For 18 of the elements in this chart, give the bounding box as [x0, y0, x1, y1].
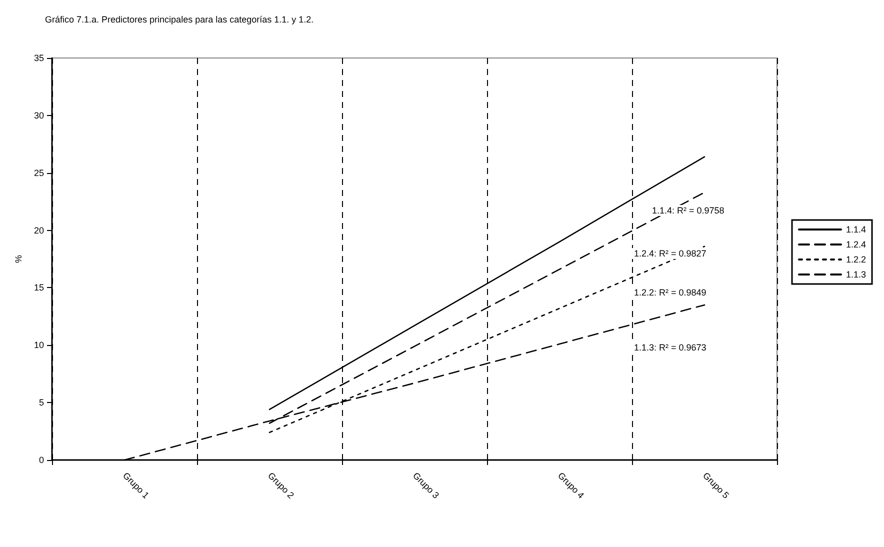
legend-label: 1.1.3	[846, 270, 866, 280]
annotation: 1.2.2: R² = 0.9849	[634, 288, 706, 298]
y-tick-label: 5	[38, 398, 44, 408]
chart-title: Gráfico 7.1.a. Predictores principales para las categorías 1.1. y 1.2.	[45, 14, 314, 24]
y-tick-label: 30	[34, 110, 44, 120]
legend-label: 1.2.4	[846, 240, 866, 250]
annotation: 1.2.4: R² = 0.9827	[634, 248, 706, 258]
legend-label: 1.1.4	[846, 224, 866, 234]
annotation: 1.1.4: R² = 0.9758	[652, 206, 724, 216]
y-tick-label: 25	[34, 168, 44, 178]
y-axis-title: %	[14, 254, 24, 264]
y-tick-label: 15	[34, 282, 44, 293]
y-tick-label: 0	[38, 455, 44, 465]
y-tick-label: 10	[34, 340, 44, 350]
y-tick-label: 20	[34, 225, 44, 236]
y-tick-label: 35	[34, 53, 44, 63]
annotation: 1.1.3: R² = 0.9673	[634, 342, 706, 352]
legend-label: 1.2.2	[846, 254, 866, 264]
